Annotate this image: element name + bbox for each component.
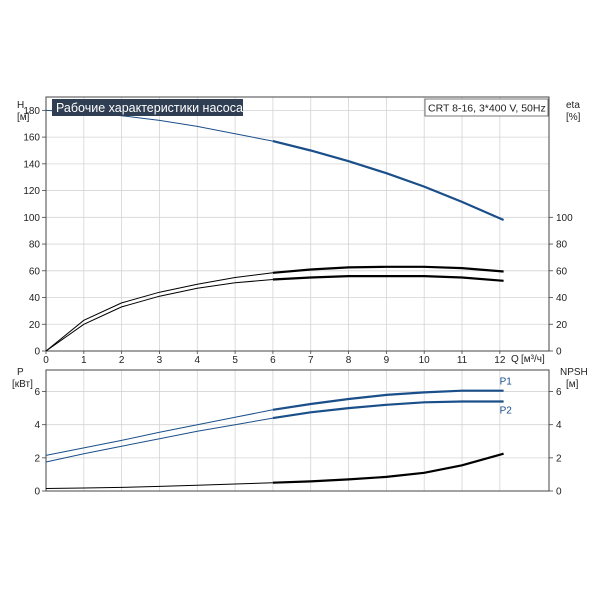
upper-right-tick-label: 80: [556, 240, 568, 251]
lower-right-tick-label: 6: [556, 387, 562, 398]
upper-left-tick-label: 0: [34, 347, 40, 358]
upper-right-tick-label: 100: [556, 213, 573, 224]
lower-right-tick-labels: 0 2 4 6: [549, 387, 562, 498]
upper-left-tick-label: 80: [29, 240, 41, 251]
series-label-p2: P2: [500, 405, 513, 416]
x-tick-label: 0: [43, 355, 49, 366]
upper-right-tick-label: 60: [556, 266, 568, 277]
right-axis-unit-eta: [%]: [566, 112, 581, 123]
upper-right-tick-label: 0: [556, 347, 562, 358]
x-axis-label-q: Q: [511, 354, 519, 365]
lower-right-tick-label: 0: [556, 487, 562, 498]
upper-left-tick-label: 20: [29, 320, 41, 331]
efficiency-lower-curve-bold: [272, 275, 504, 282]
upper-left-tick-label: 180: [23, 106, 40, 117]
right-axis-unit-npsh: [м]: [566, 379, 579, 390]
upper-left-tick-label: 160: [23, 133, 40, 144]
npsh-curve-thin: [45, 482, 273, 489]
x-axis-tick-labels: 0 1 2 3 4 5 6 7 8 9 10 11 12: [43, 351, 506, 366]
lower-gridlines: [45, 370, 549, 492]
upper-left-tick-label: 40: [29, 293, 41, 304]
efficiency-upper-curve-thin: [45, 272, 273, 352]
model-label-box: [424, 98, 549, 117]
upper-right-tick-label: 40: [556, 293, 568, 304]
x-tick-label: 4: [194, 355, 200, 366]
left-axis-unit-h: [м]: [17, 112, 30, 123]
x-tick-label: 6: [270, 355, 276, 366]
lower-left-tick-label: 2: [34, 453, 40, 464]
x-tick-label: 1: [81, 355, 87, 366]
x-axis-unit-q: [м³/ч]: [521, 354, 545, 365]
upper-series-lines: [45, 109, 505, 352]
series-p2-curve-thin: [45, 417, 273, 463]
x-tick-label: 11: [457, 355, 468, 366]
chart-title: Рабочие характеристики насоса: [56, 101, 243, 115]
left-axis-label-h: H: [17, 100, 24, 111]
lower-left-tick-label: 0: [34, 487, 40, 498]
lower-right-tick-label: 2: [556, 453, 562, 464]
lower-series-lines: [45, 389, 504, 489]
x-tick-label: 8: [346, 355, 352, 366]
upper-right-tick-labels: 0 20 40 60 80 100: [549, 213, 573, 358]
efficiency-lower-curve-thin: [45, 279, 273, 352]
npsh-curve-bold: [272, 452, 504, 484]
efficiency-upper-curve-bold: [272, 265, 504, 274]
lower-left-tick-labels: 0 2 4 6: [34, 387, 46, 498]
upper-right-tick-label: 20: [556, 320, 568, 331]
upper-left-tick-label: 100: [23, 213, 40, 224]
lower-series-labels: P1 P2: [500, 377, 513, 417]
right-axis-label-eta: eta: [566, 100, 580, 111]
upper-plot-frame: [45, 96, 550, 352]
x-tick-label: 12: [494, 355, 506, 366]
model-label: CRT 8-16, 3*400 V, 50Hz: [428, 103, 546, 115]
lower-right-tick-label: 4: [556, 420, 562, 431]
upper-left-tick-label: 140: [23, 159, 40, 170]
right-axis-label-npsh: NPSH: [560, 367, 588, 378]
head-curve-bold: [272, 140, 505, 222]
upper-gridlines: [45, 97, 549, 352]
x-tick-label: 9: [384, 355, 390, 366]
title-box: [52, 99, 243, 116]
lower-left-tick-label: 6: [34, 387, 40, 398]
x-tick-label: 3: [157, 355, 163, 366]
series-p1-curve-thin: [45, 409, 273, 456]
x-tick-label: 5: [232, 355, 238, 366]
x-tick-label: 2: [119, 355, 125, 366]
upper-left-tick-labels: 0 20 40 60 80 100 120 140 160 180: [23, 106, 46, 358]
lower-left-tick-label: 4: [34, 420, 40, 431]
upper-left-tick-label: 120: [23, 186, 40, 197]
series-p1-curve-bold: [272, 389, 504, 411]
upper-left-tick-label: 60: [29, 266, 41, 277]
left-axis-unit-p: [кВт]: [12, 379, 33, 390]
series-p2-curve-bold: [272, 400, 504, 420]
left-axis-label-p: P: [17, 367, 24, 378]
series-label-p1: P1: [500, 377, 513, 388]
x-tick-label: 10: [419, 355, 431, 366]
x-tick-label: 7: [308, 355, 314, 366]
lower-plot-frame: [45, 369, 550, 492]
